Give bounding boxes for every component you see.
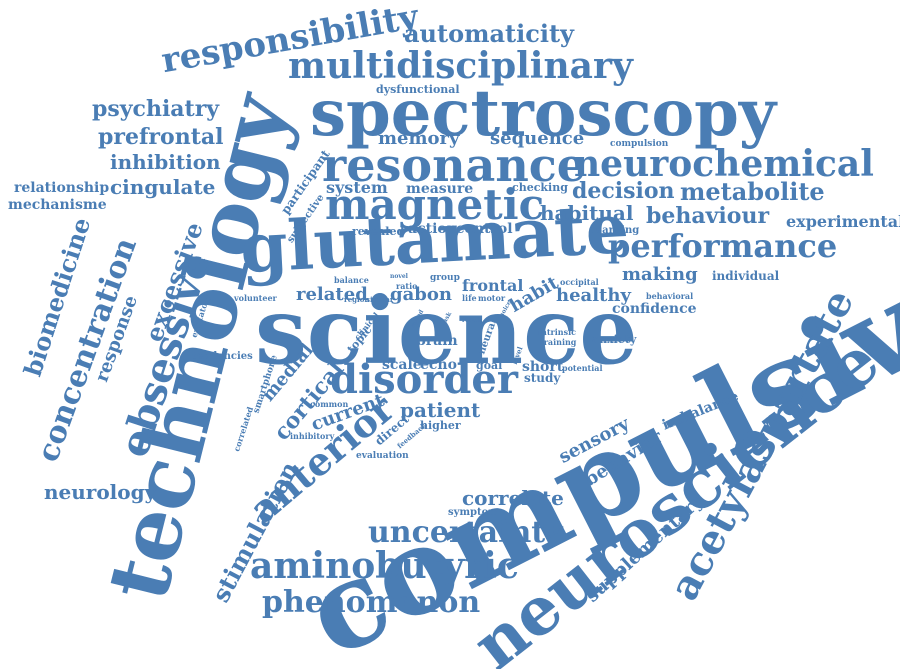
word-higher: higher (420, 419, 461, 432)
word-anxiety: anxiety (592, 333, 637, 346)
word-science: science (255, 277, 638, 385)
word-making: making (622, 264, 698, 285)
word-motor: motor (478, 293, 506, 303)
word-potential: potential (562, 363, 603, 373)
word-echo: echo (420, 357, 457, 373)
word-confidence: confidence (612, 301, 697, 317)
word-aminobutyric: aminobutyric (250, 545, 519, 587)
word-system: system (326, 178, 388, 197)
word-correlate: correlate (462, 486, 564, 510)
word-novel: novel (390, 273, 408, 280)
word-intrinsic: intrinsic (538, 327, 577, 337)
word-short: short (522, 359, 564, 375)
word-result: result (462, 317, 482, 324)
word-symptom: symptom (448, 507, 499, 518)
word-volunteer: volunteer (234, 293, 277, 303)
word-prefrontal: prefrontal (98, 124, 224, 150)
word-region: region (344, 295, 370, 304)
word-related: related (296, 284, 368, 305)
word-spectroscopy: spectroscopy (310, 76, 777, 151)
word-neurochemical: neurochemical (574, 143, 874, 185)
word-group: group (430, 273, 460, 283)
word-control: control (456, 221, 513, 237)
word-balance: balance (334, 275, 369, 285)
word-checking: checking (512, 181, 568, 194)
word-learning: learning (592, 225, 640, 236)
word-mechanisme: mechanisme (8, 197, 107, 213)
word-resonance: resonance (322, 138, 587, 192)
word-ratio: ratio (396, 281, 418, 291)
word-memory: memory (378, 128, 460, 149)
word-experimental: experimental (786, 212, 900, 231)
word-performance: performance (608, 227, 838, 265)
word-scale: scale (382, 357, 422, 373)
word-inhibitory: inhibitory (290, 431, 335, 441)
word-inhibition: inhibition (110, 150, 221, 174)
word-magnetic: magnetic (325, 180, 545, 229)
word-behavioral: behavioral (646, 291, 694, 301)
word-measure: measure (406, 181, 474, 197)
word-brain: brain (416, 333, 458, 349)
word-common: common (310, 399, 349, 409)
word-evaluation: evaluation (356, 451, 409, 461)
word-compulsion: compulsion (610, 139, 669, 149)
word-behaviour: behaviour (646, 203, 770, 229)
word-gabon: gabon (390, 284, 452, 305)
word-life: life (462, 293, 477, 303)
word-relationship: relationship (14, 180, 110, 196)
word-goal: goal (476, 359, 503, 372)
word-frontal: frontal (462, 276, 524, 295)
word-phenomenon: phenomenon (262, 585, 481, 620)
word-correlated: correlated (231, 405, 256, 453)
word-patient: patient (400, 398, 481, 422)
word-similar: similar (366, 295, 394, 304)
word-psychiatry: psychiatry (92, 96, 220, 122)
word-occipital: occipital (560, 277, 599, 287)
word-uncertainty: uncertainty (368, 515, 563, 550)
word-individual: individual (712, 269, 780, 283)
word-action: action (408, 221, 457, 237)
word-habitual: habitual (540, 201, 634, 225)
word-multidisciplinary: multidisciplinary (288, 45, 633, 87)
word-training: training (540, 337, 577, 347)
word-cingulate: cingulate (110, 175, 216, 199)
word-dysfunctional: dysfunctional (376, 83, 460, 96)
word-automaticity: automaticity (404, 19, 575, 48)
word-neurology: neurology (44, 480, 157, 504)
word-healthy: healthy (556, 285, 631, 306)
word-decision: decision (572, 178, 675, 204)
word-revealed: revealed (352, 225, 405, 238)
word-study: study (524, 371, 561, 385)
word-sequence: sequence (490, 128, 585, 149)
word-tendencies: tendencies (192, 351, 253, 362)
word-metabolite: metabolite (680, 177, 825, 206)
word-disorder: disorder (330, 356, 518, 403)
